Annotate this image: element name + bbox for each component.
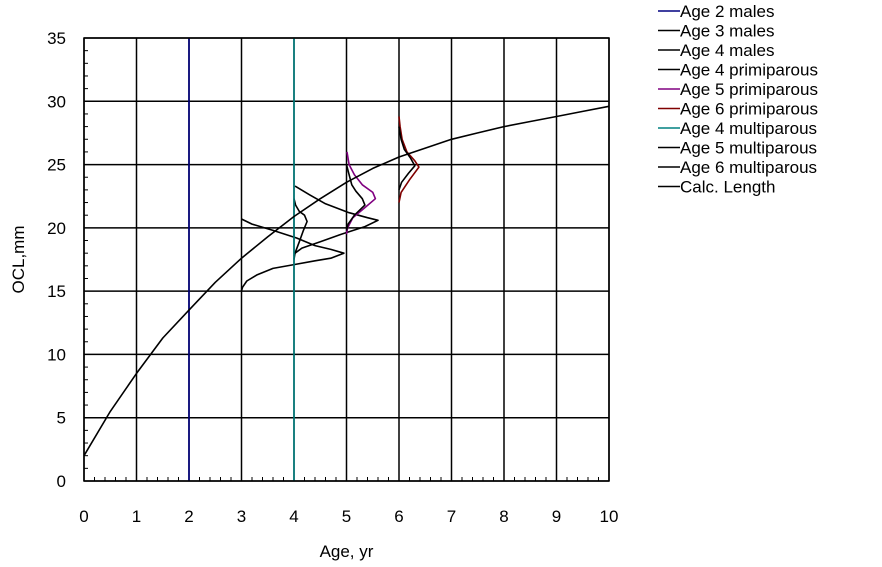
y-axis-title: OCL,mm: [9, 226, 28, 294]
x-axis-title: Age, yr: [320, 542, 374, 561]
x-tick-label: 8: [499, 507, 508, 526]
tick-labels: 0 1 2 3 4 5 6 7 8 9 10 0 5 10 15 20 25 30 35: [47, 29, 618, 526]
legend-label: Age 4 multiparous: [680, 119, 817, 138]
x-tick-label: 5: [342, 507, 351, 526]
axes: [83, 37, 610, 482]
x-tick-label: 4: [289, 507, 298, 526]
legend-label: Calc. Length: [680, 178, 775, 197]
y-tick-label: 20: [47, 219, 66, 238]
x-tick-label: 10: [600, 507, 619, 526]
x-tick-label: 1: [132, 507, 141, 526]
series-line-10: [83, 105, 610, 457]
legend-label: Age 6 primiparous: [680, 100, 818, 119]
legend-label: Age 6 multiparous: [680, 158, 817, 177]
x-tick-label: 3: [237, 507, 246, 526]
x-tick-label: 2: [184, 507, 193, 526]
plot-frame: [83, 37, 610, 482]
x-tick-label: 9: [552, 507, 561, 526]
y-tick-label: 25: [47, 156, 66, 175]
legend-label: Age 5 multiparous: [680, 139, 817, 158]
x-tick-label: 7: [447, 507, 456, 526]
x-tick-label: 0: [79, 507, 88, 526]
legend-label: Age 3 males: [680, 22, 775, 41]
series-line-9: [398, 126, 416, 191]
x-tick-label: 6: [394, 507, 403, 526]
legend-label: Age 4 males: [680, 41, 775, 60]
y-tick-label: 10: [47, 345, 66, 364]
legend-label: Age 5 primiparous: [680, 80, 818, 99]
series-line-4: [293, 198, 308, 260]
legend-label: Age 4 primiparous: [680, 61, 818, 80]
legend-label: Age 2 males: [680, 2, 775, 21]
y-tick-label: 35: [47, 29, 66, 48]
series-line-3: [293, 185, 379, 256]
series-line-5: [345, 151, 377, 235]
series-line-8: [345, 164, 366, 231]
series-line-2: [240, 218, 345, 292]
y-tick-label: 5: [57, 409, 66, 428]
series-line-6: [398, 116, 420, 203]
series-layer: [83, 38, 610, 481]
grid: [83, 37, 610, 482]
y-tick-label: 0: [57, 472, 66, 491]
y-tick-label: 30: [47, 92, 66, 111]
y-tick-label: 15: [47, 282, 66, 301]
